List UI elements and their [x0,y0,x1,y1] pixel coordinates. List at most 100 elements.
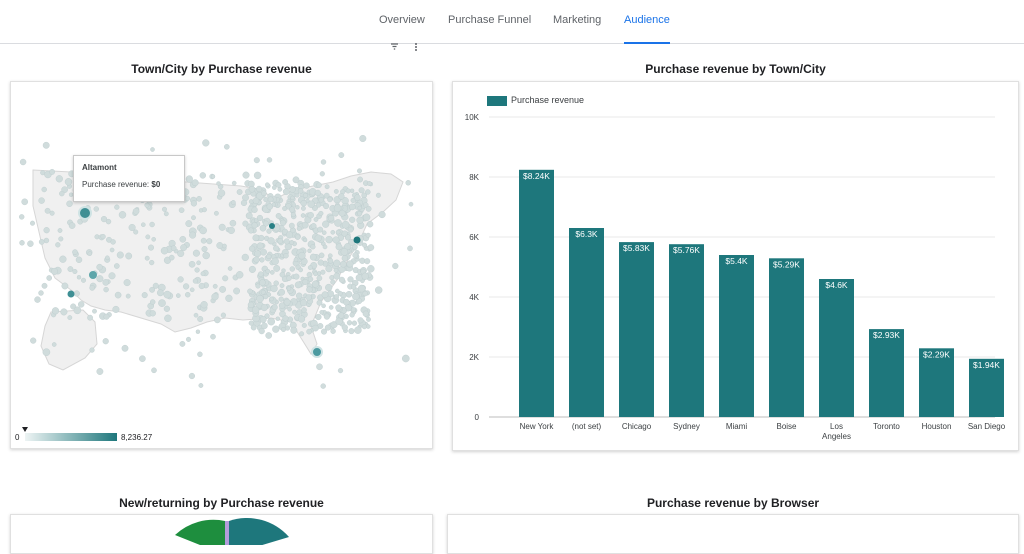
city-bubble[interactable] [318,252,325,259]
city-bubble[interactable] [247,288,253,295]
city-bubble[interactable] [197,315,204,322]
city-bubble[interactable] [51,267,59,275]
city-bubble[interactable] [335,243,343,251]
city-bubble[interactable] [89,347,95,353]
city-bubble[interactable] [200,301,208,309]
city-bubble[interactable] [335,304,342,311]
city-bubble[interactable] [59,255,67,263]
city-bubble[interactable] [212,283,218,289]
city-bubble[interactable] [189,287,195,293]
bar[interactable] [969,358,1004,417]
city-bubble[interactable] [225,294,233,302]
city-bubble[interactable] [334,288,340,294]
bar-chart-plot[interactable]: 0 2K 4K 6K 8K 10K $8.24K New York $6.3K (not set)… [453,82,1018,450]
city-bubble[interactable] [278,302,286,309]
city-bubble[interactable] [282,205,288,211]
city-bubble[interactable] [349,312,355,318]
city-bubble[interactable] [361,272,369,280]
city-bubble[interactable] [289,186,296,193]
city-bubble[interactable] [334,219,342,227]
city-bubble[interactable] [140,222,146,227]
city-bubble[interactable] [320,269,326,275]
city-bubble[interactable] [251,222,258,229]
city-bubble[interactable] [72,268,78,274]
city-bubble[interactable] [366,316,371,322]
city-bubble[interactable] [192,249,200,257]
city-bubble[interactable] [197,351,203,357]
city-bubble[interactable] [216,181,221,186]
city-bubble[interactable] [233,287,241,295]
city-bubble[interactable] [307,200,315,208]
city-bubble[interactable] [133,229,139,235]
city-bubble[interactable] [327,196,333,203]
city-bubble[interactable] [19,240,25,246]
city-bubble[interactable] [177,276,184,283]
city-bubble[interactable] [253,218,259,223]
city-bubble[interactable] [116,251,124,259]
city-bubble[interactable] [196,260,201,266]
city-bubble[interactable] [289,240,295,245]
city-bubble[interactable] [322,244,328,250]
city-bubble[interactable] [177,249,185,257]
filter-icon[interactable] [390,42,399,54]
city-bubble[interactable] [150,147,155,152]
city-bubble[interactable] [333,259,341,267]
city-bubble[interactable] [309,253,317,261]
city-bubble[interactable] [198,282,205,290]
city-bubble[interactable] [103,313,110,320]
city-bubble[interactable] [327,214,335,222]
city-bubble[interactable] [362,290,368,297]
city-bubble[interactable] [145,234,151,240]
city-bubble[interactable] [105,218,112,225]
city-bubble[interactable] [366,220,374,228]
city-bubble[interactable] [352,292,360,301]
city-bubble[interactable] [38,239,45,245]
city-bubble[interactable] [333,267,339,273]
city-bubble[interactable] [285,231,294,239]
city-bubble[interactable] [112,305,120,313]
city-bubble[interactable] [260,248,267,256]
city-bubble[interactable] [313,271,318,277]
city-bubble[interactable] [375,192,381,198]
city-bubble[interactable] [64,178,73,186]
city-bubble[interactable] [341,220,350,229]
city-bubble[interactable] [306,286,313,293]
city-bubble[interactable] [290,326,298,334]
city-bubble[interactable] [346,320,353,326]
city-bubble[interactable] [341,324,348,331]
city-bubble[interactable] [259,257,265,263]
city-bubble[interactable] [252,234,260,242]
city-bubble[interactable] [362,310,369,317]
city-bubble[interactable] [333,189,339,194]
city-bubble[interactable] [264,313,270,319]
city-bubble[interactable] [191,179,199,187]
city-bubble[interactable] [298,251,306,260]
city-bubble[interactable] [306,271,313,278]
city-bubble[interactable] [287,306,292,312]
city-bubble[interactable] [68,222,76,229]
city-bubble[interactable] [248,320,254,326]
city-bubble[interactable] [266,253,272,260]
city-bubble[interactable] [405,180,411,186]
us-bubble-map[interactable] [11,82,432,448]
city-bubble[interactable] [346,260,354,268]
city-bubble[interactable] [51,307,60,315]
city-bubble[interactable] [357,176,363,183]
city-bubble[interactable] [248,265,256,273]
city-bubble[interactable] [73,290,80,297]
city-bubble[interactable] [362,242,368,248]
bar[interactable] [619,242,654,417]
city-bubble[interactable] [267,196,274,203]
city-bubble[interactable] [164,314,172,323]
city-bubble[interactable] [279,283,285,289]
city-bubble[interactable] [161,206,167,212]
city-bubble[interactable] [305,294,312,301]
city-bubble[interactable] [356,216,364,224]
city-bubble[interactable] [365,205,372,212]
city-bubble[interactable] [201,246,208,253]
city-bubble[interactable] [66,200,73,208]
city-bubble[interactable] [273,264,281,272]
city-bubble[interactable] [87,251,93,256]
city-bubble[interactable] [275,316,280,321]
city-bubble[interactable] [258,328,265,335]
